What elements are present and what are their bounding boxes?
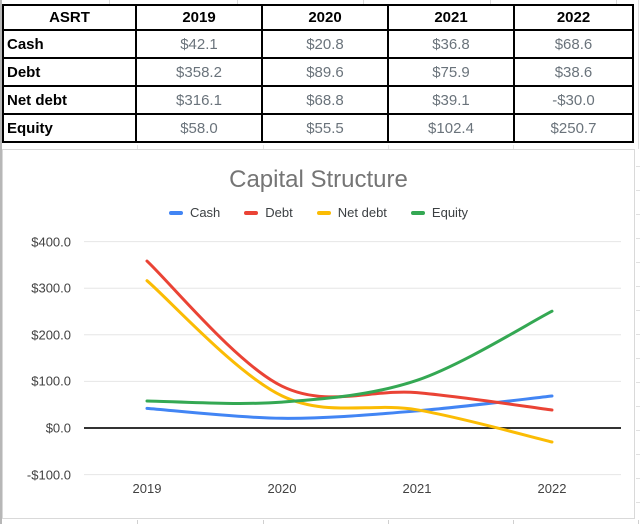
x-axis-tick-label: 2019 <box>132 481 162 496</box>
sheet-gridline <box>513 145 514 149</box>
sheet-left-gridline <box>0 0 2 524</box>
legend-label: Cash <box>189 205 221 220</box>
value-cell[interactable]: $68.8 <box>261 85 389 115</box>
financial-table-region: ASRT 2019 2020 2021 2022 Cash $42.1 $20.8 $… <box>2 4 634 143</box>
y-axis-tick-label: $300.0 <box>31 280 71 296</box>
value-cell[interactable]: $89.6 <box>261 57 389 87</box>
sheet-gridline <box>636 262 640 263</box>
legend-item-cash: Cash <box>168 205 221 220</box>
y-axis-tick-label: -$100.0 <box>26 467 71 483</box>
legend-swatch-icon <box>244 210 259 215</box>
sheet-gridline <box>636 166 640 167</box>
sheet-gridline <box>109 0 110 4</box>
value-cell[interactable]: $75.9 <box>387 57 515 87</box>
legend-label: Equity <box>431 205 469 220</box>
table-body: Cash $42.1 $20.8 $36.8 $68.6 Debt $358.2 $89.6 $… <box>2 29 634 143</box>
value-cell[interactable]: $55.5 <box>261 113 389 143</box>
chart-title: Capital Structure <box>229 166 408 193</box>
sheet-gridline <box>137 145 138 149</box>
x-axis-tick-label: 2022 <box>537 481 567 496</box>
financial-table: ASRT 2019 2020 2021 2022 Cash $42.1 $20.8 $… <box>2 4 634 143</box>
sheet-gridline <box>263 145 264 149</box>
sheet-gridline <box>490 0 491 4</box>
value-cell[interactable]: $358.2 <box>135 57 263 87</box>
legend-item-equity: Equity <box>410 205 469 220</box>
sheet-gridline <box>388 520 389 524</box>
sheet-gridline <box>388 145 389 149</box>
y-axis-tick-label: $0.0 <box>45 420 71 436</box>
sheet-gridline <box>636 502 640 503</box>
legend-label: Debt <box>265 205 293 220</box>
sheet-gridline <box>513 520 514 524</box>
sheet-gridline <box>636 478 640 479</box>
sheet-gridline <box>636 358 640 359</box>
sheet-gridline <box>636 454 640 455</box>
sheet-gridline <box>616 0 617 4</box>
value-cell[interactable]: $38.6 <box>513 57 634 87</box>
series-line-debt <box>145 259 554 412</box>
sheet-gridline <box>638 0 639 149</box>
y-axis-tick-label: $400.0 <box>31 234 71 250</box>
sheet-gridline <box>237 0 238 4</box>
row-label-cell[interactable]: Debt <box>2 57 137 87</box>
sheet-gridline <box>636 382 640 383</box>
sheet-gridline <box>638 520 639 524</box>
legend-swatch-icon <box>410 210 425 215</box>
legend-item-debt: Debt <box>244 205 293 220</box>
table-header-cell-asrt[interactable]: ASRT <box>2 4 137 31</box>
table-header-row: ASRT 2019 2020 2021 2022 <box>2 4 634 31</box>
table-header-cell-2020[interactable]: 2020 <box>261 4 389 31</box>
y-axis-tick-label: $200.0 <box>31 327 71 343</box>
chart-plot-area <box>84 241 621 476</box>
legend-swatch-icon <box>168 210 183 215</box>
capital-structure-chart[interactable]: Capital Structure Cash Debt Net debt Equity… <box>2 149 635 519</box>
row-label-cell[interactable]: Cash <box>2 29 137 59</box>
table-header-cell-2022[interactable]: 2022 <box>513 4 634 31</box>
value-cell[interactable]: $58.0 <box>135 113 263 143</box>
value-cell[interactable]: $250.7 <box>513 113 634 143</box>
sheet-gridline <box>137 520 138 524</box>
value-cell[interactable]: $68.6 <box>513 29 634 59</box>
value-cell[interactable]: $316.1 <box>135 85 263 115</box>
sheet-gridline <box>636 406 640 407</box>
sheet-gridline <box>636 286 640 287</box>
table-row: Cash $42.1 $20.8 $36.8 $68.6 <box>2 29 634 59</box>
value-cell[interactable]: $20.8 <box>261 29 389 59</box>
table-row: Debt $358.2 $89.6 $75.9 $38.6 <box>2 57 634 87</box>
value-cell[interactable]: $42.1 <box>135 29 263 59</box>
y-axis-tick-label: $100.0 <box>31 373 71 389</box>
series-line-net-debt <box>145 279 554 444</box>
sheet-gridline <box>363 0 364 4</box>
table-row: Net debt $316.1 $68.8 $39.1 -$30.0 <box>2 85 634 115</box>
sheet-gridline <box>636 238 640 239</box>
value-cell[interactable]: $39.1 <box>387 85 515 115</box>
legend-item-net-debt: Net debt <box>316 205 387 220</box>
value-cell[interactable]: -$30.0 <box>513 85 634 115</box>
sheet-gridline <box>636 190 640 191</box>
value-cell[interactable]: $102.4 <box>387 113 515 143</box>
legend-swatch-icon <box>316 210 331 215</box>
sheet-gridline <box>636 430 640 431</box>
row-label-cell[interactable]: Net debt <box>2 85 137 115</box>
table-header-cell-2019[interactable]: 2019 <box>135 4 263 31</box>
sheet-gridline <box>636 334 640 335</box>
legend-label: Net debt <box>337 205 387 220</box>
sheet-gridline <box>636 214 640 215</box>
chart-legend: Cash Debt Net debt Equity <box>3 205 634 220</box>
row-label-cell[interactable]: Equity <box>2 113 137 143</box>
x-axis-tick-label: 2021 <box>402 481 432 496</box>
x-axis-tick-label: 2020 <box>267 481 297 496</box>
sheet-gridline <box>263 520 264 524</box>
value-cell[interactable]: $36.8 <box>387 29 515 59</box>
table-header-cell-2021[interactable]: 2021 <box>387 4 515 31</box>
series-line-equity <box>145 309 554 405</box>
table-row: Equity $58.0 $55.5 $102.4 $250.7 <box>2 113 634 143</box>
sheet-gridline <box>636 310 640 311</box>
